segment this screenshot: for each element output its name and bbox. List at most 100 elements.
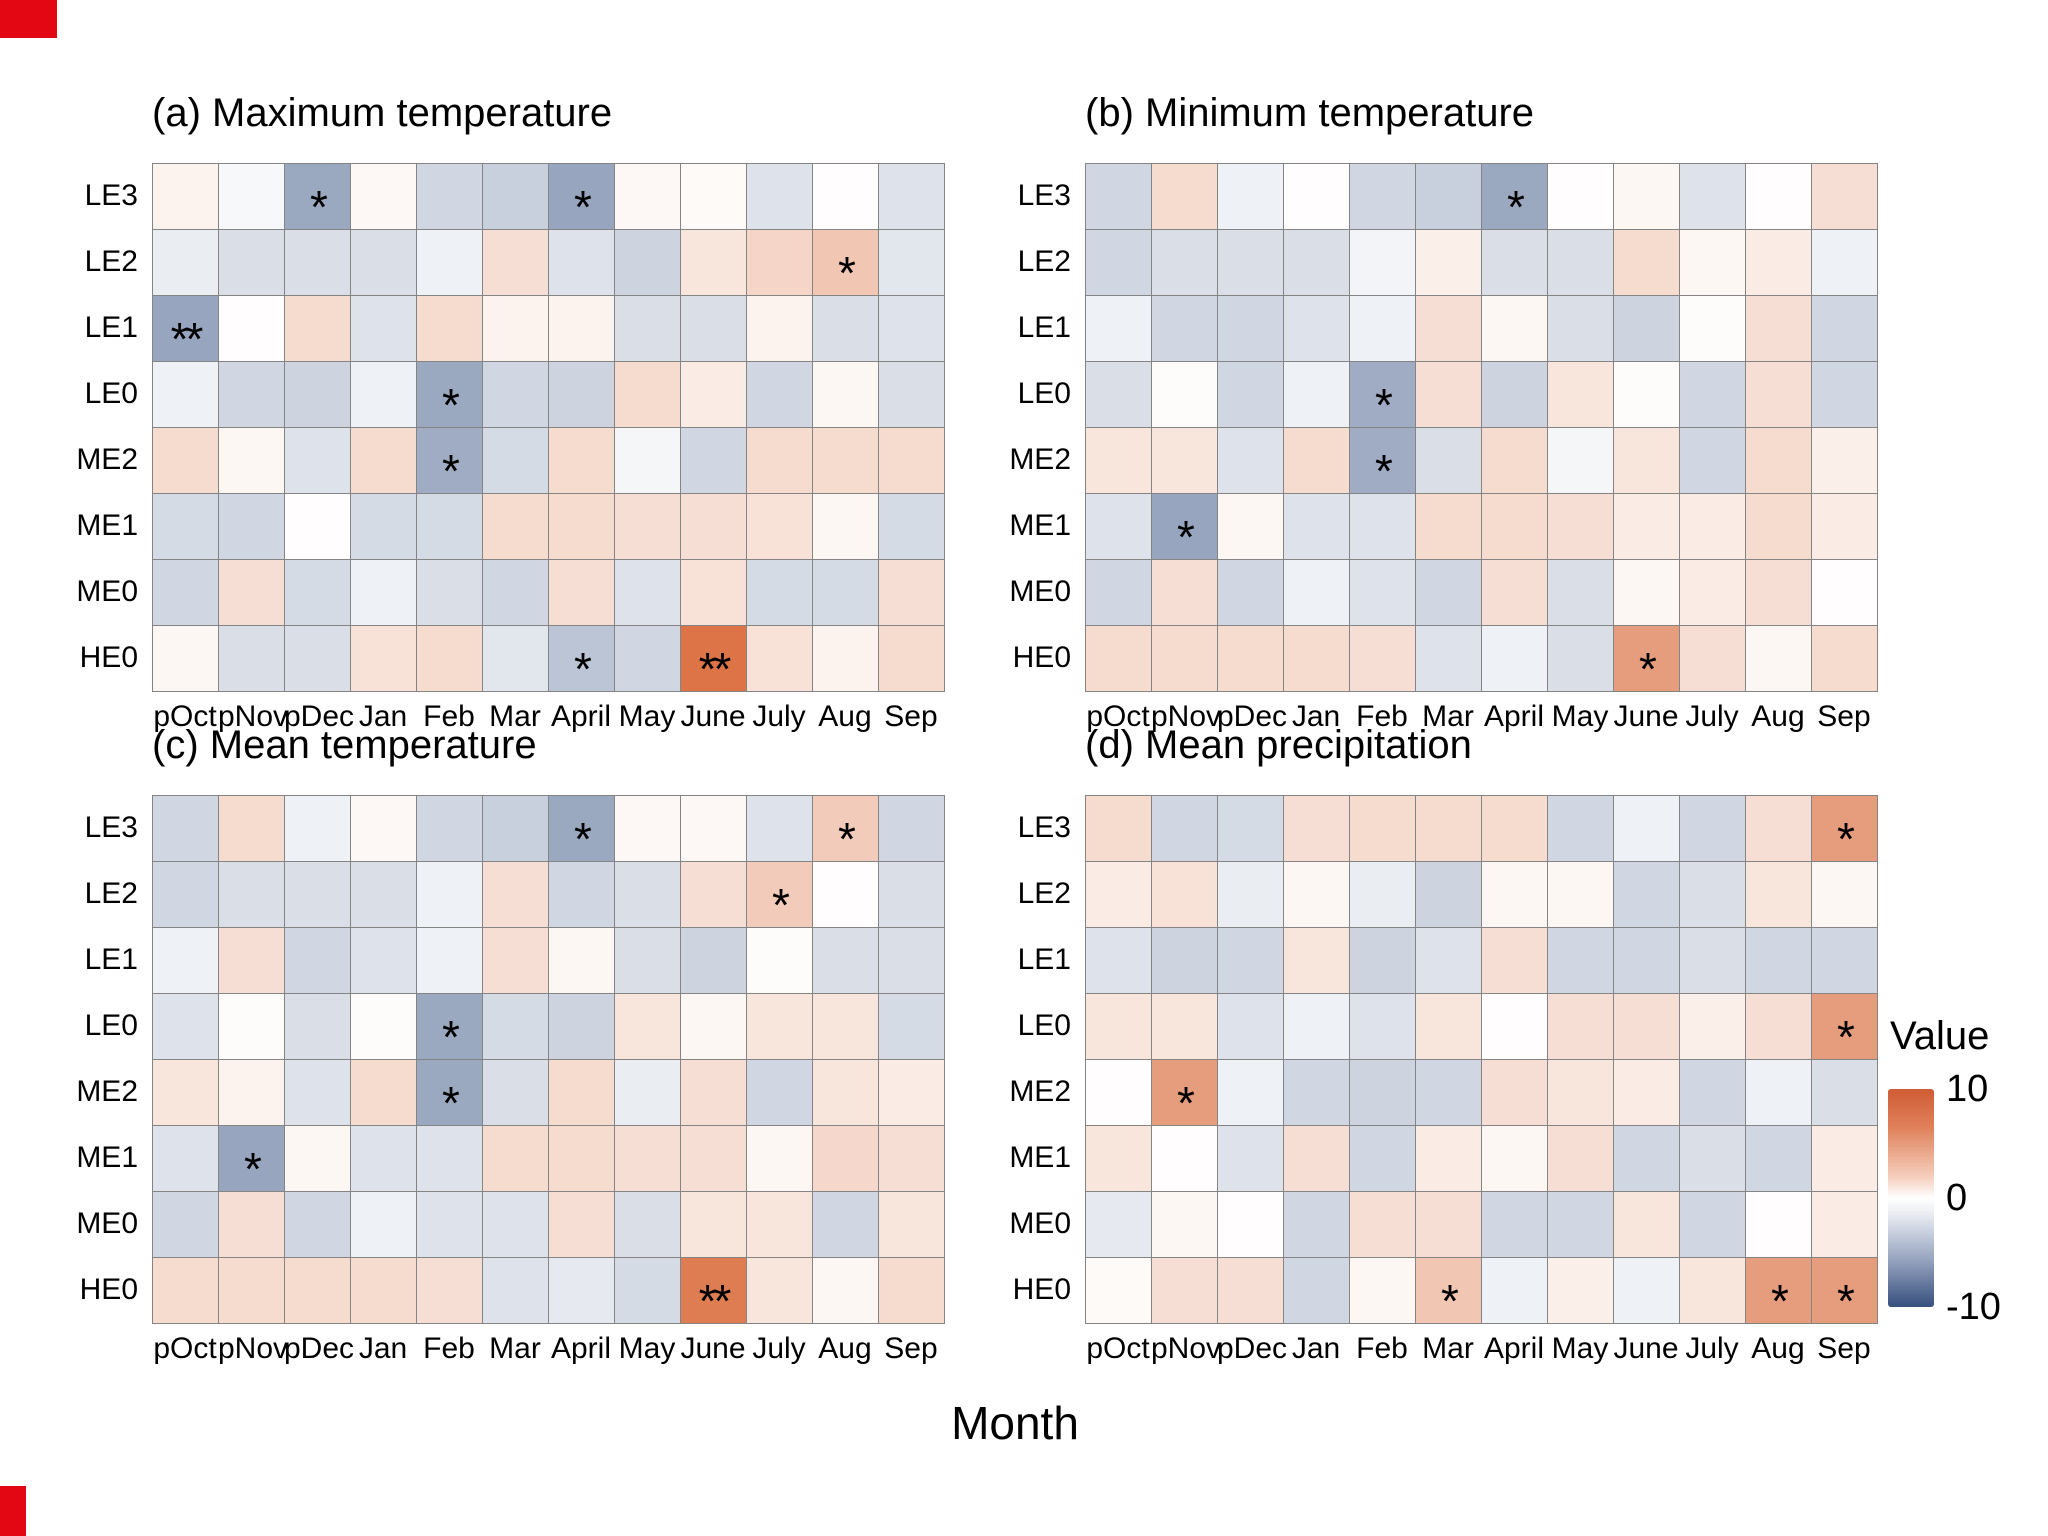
heatmap-cell-HE0-pDec — [285, 1258, 351, 1324]
heatmap-cell-LE3-Aug — [1746, 796, 1812, 862]
significance-star: * — [442, 1010, 460, 1063]
heatmap-cell-ME2-May — [615, 1060, 681, 1126]
heatmap-grid-b: * * * * * — [1085, 163, 1878, 692]
heatmap-cell-ME2-June — [681, 1060, 747, 1126]
heatmap-cell-HE0-July — [1680, 1258, 1746, 1324]
heatmap-cell-LE0-Feb: * — [417, 994, 483, 1060]
heatmap-cell-HE0-Sep — [879, 626, 945, 692]
heatmap-cell-ME2-Feb — [1350, 1060, 1416, 1126]
month-label-pDec: pDec — [1217, 1332, 1288, 1365]
month-label-Jan: Jan — [1291, 1332, 1341, 1365]
heatmap-cell-LE0-Feb: * — [417, 362, 483, 428]
heatmap-cell-ME0-Sep — [879, 560, 945, 626]
month-label-Aug: Aug — [1751, 1332, 1805, 1365]
heatmap-cell-LE1-May — [1548, 296, 1614, 362]
heatmap-cell-ME1-pNov: * — [219, 1126, 285, 1192]
heatmap-cell-LE0-pDec — [285, 994, 351, 1060]
heatmap-cell-LE1-pDec — [285, 928, 351, 994]
significance-star: * — [574, 812, 592, 865]
row-label-LE3: LE3 — [1017, 811, 1071, 844]
heatmap-cell-LE2-April — [549, 862, 615, 928]
heatmap-cell-ME0-pNov — [219, 560, 285, 626]
heatmap-cell-LE3-July — [1680, 164, 1746, 230]
heatmap-cell-LE2-May — [1548, 862, 1614, 928]
heatmap-cell-LE2-May — [615, 862, 681, 928]
heatmap-cell-ME0-April — [1482, 560, 1548, 626]
row-label-LE2: LE2 — [1017, 877, 1071, 910]
heatmap-cell-ME2-Feb: * — [417, 428, 483, 494]
significance-star: * — [1639, 642, 1657, 695]
heatmap-cell-ME1-June — [1614, 1126, 1680, 1192]
month-label-July: July — [1685, 700, 1739, 733]
panel-minimum-temperature: (b) Minimum temperature LE3 LE2 LE1 LE0 ME2 M… — [955, 85, 1878, 765]
heatmap-cell-LE0-Sep: * — [1812, 994, 1878, 1060]
heatmap-cell-HE0-April — [549, 1258, 615, 1324]
heatmap-cell-LE0-July — [1680, 994, 1746, 1060]
significance-star: * — [1375, 444, 1393, 497]
row-label-ME1: ME1 — [76, 509, 138, 542]
heatmap-cell-ME2-pOct — [153, 428, 219, 494]
heatmap-cell-LE2-pNov — [1152, 230, 1218, 296]
heatmap-cell-ME1-pOct — [1086, 494, 1152, 560]
heatmap-grid-d: * * * * * * — [1085, 795, 1878, 1324]
colorbar-tick-zero: 0 — [1946, 1177, 1968, 1219]
heatmap-cell-LE3-May — [1548, 796, 1614, 862]
heatmap-cell-LE3-Feb — [1350, 164, 1416, 230]
month-label-pNov: pNov — [218, 700, 289, 733]
heatmap-cell-ME2-May — [1548, 1060, 1614, 1126]
heatmap-cell-HE0-Jan — [1284, 1258, 1350, 1324]
heatmap-cell-ME0-Feb — [417, 1192, 483, 1258]
heatmap-cell-LE0-Mar — [1416, 362, 1482, 428]
row-label-LE3: LE3 — [84, 179, 138, 212]
heatmap-cell-LE2-pOct — [1086, 862, 1152, 928]
heatmap-cell-ME0-pOct — [1086, 560, 1152, 626]
heatmap-cell-LE3-Feb — [1350, 796, 1416, 862]
heatmap-cell-HE0-July — [1680, 626, 1746, 692]
heatmap-cell-LE3-Mar — [1416, 796, 1482, 862]
month-label-pOct: pOct — [153, 700, 217, 733]
heatmap-cell-LE2-April — [549, 230, 615, 296]
heatmap-cell-LE2-pNov — [219, 862, 285, 928]
heatmap-cell-LE0-pDec — [1218, 994, 1284, 1060]
row-label-ME0: ME0 — [1009, 1207, 1071, 1240]
heatmap-cell-LE3-pOct — [153, 164, 219, 230]
heatmap-cell-LE0-July — [1680, 362, 1746, 428]
heatmap-cell-ME2-June — [1614, 428, 1680, 494]
heatmap-cell-ME2-Sep — [1812, 428, 1878, 494]
heatmap-cell-HE0-Mar — [483, 626, 549, 692]
heatmap-cell-ME0-Aug — [1746, 560, 1812, 626]
heatmap-cell-LE3-Jan — [1284, 164, 1350, 230]
heatmap-cell-ME1-April — [549, 1126, 615, 1192]
heatmap-cell-LE0-July — [747, 362, 813, 428]
heatmap-cell-ME0-Mar — [483, 560, 549, 626]
heatmap-cell-LE0-pOct — [153, 994, 219, 1060]
heatmap-cell-LE1-Aug — [813, 296, 879, 362]
significance-star: * — [1837, 1274, 1855, 1327]
month-label-May: May — [1551, 1332, 1609, 1365]
heatmap-cell-ME1-Aug — [1746, 1126, 1812, 1192]
heatmap-cell-LE2-June — [1614, 230, 1680, 296]
heatmap-cell-LE3-July — [747, 796, 813, 862]
heatmap-cell-ME1-Feb — [417, 1126, 483, 1192]
heatmap-cell-ME2-May — [615, 428, 681, 494]
month-label-Aug: Aug — [818, 1332, 872, 1365]
significance-star: * — [310, 180, 328, 233]
heatmap-cell-ME1-Jan — [351, 1126, 417, 1192]
heatmap-cell-ME2-Aug — [1746, 1060, 1812, 1126]
heatmap-cell-LE0-April — [1482, 994, 1548, 1060]
heatmap-cell-LE1-pDec — [285, 296, 351, 362]
heatmap-cell-LE3-pNov — [219, 164, 285, 230]
heatmap-cell-ME1-July — [747, 1126, 813, 1192]
heatmap-cell-LE1-Aug — [813, 928, 879, 994]
month-label-pDec: pDec — [284, 1332, 355, 1365]
heatmap-cell-ME0-June — [681, 560, 747, 626]
heatmap-cell-LE1-pNov — [219, 296, 285, 362]
heatmap-cell-LE0-April — [549, 362, 615, 428]
heatmap-cell-LE0-June — [1614, 362, 1680, 428]
heatmap-cell-ME0-Jan — [1284, 1192, 1350, 1258]
panel-mean-temperature: (c) Mean temperature LE3 LE2 LE1 LE0 ME2 ME1 M… — [22, 717, 945, 1397]
row-label-LE2: LE2 — [1017, 245, 1071, 278]
heatmap-cell-ME0-July — [747, 560, 813, 626]
significance-star: * — [1177, 1076, 1195, 1129]
heatmap-cell-LE1-July — [1680, 296, 1746, 362]
